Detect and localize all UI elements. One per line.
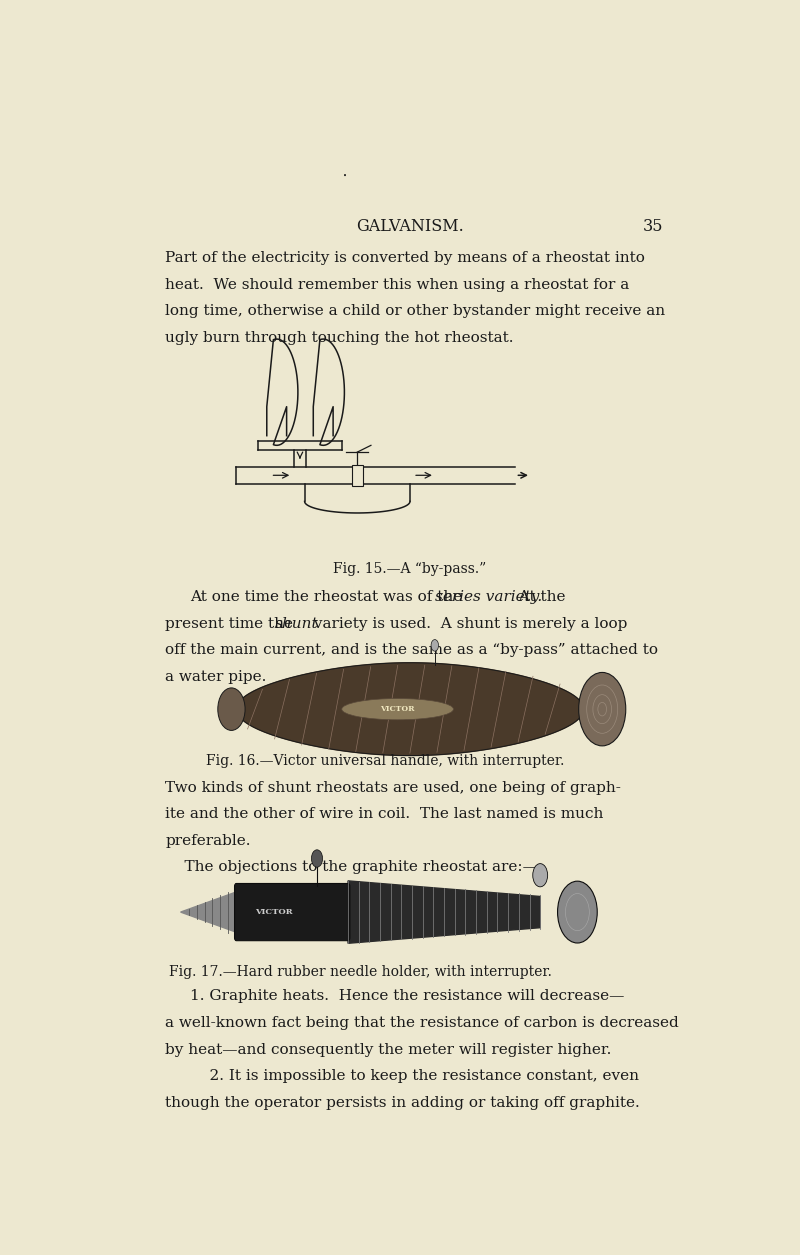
Text: Part of the electricity is converted by means of a rheostat into: Part of the electricity is converted by … (165, 251, 645, 265)
Text: shunt: shunt (275, 617, 318, 631)
Text: Two kinds of shunt rheostats are used, one being of graph-: Two kinds of shunt rheostats are used, o… (165, 781, 621, 794)
Text: •: • (343, 172, 347, 179)
Circle shape (558, 881, 598, 943)
Text: by heat—and consequently the meter will register higher.: by heat—and consequently the meter will … (165, 1043, 611, 1057)
Text: At one time the rheostat was of the: At one time the rheostat was of the (190, 590, 467, 605)
Text: Fig. 17.—Hard rubber needle holder, with interrupter.: Fig. 17.—Hard rubber needle holder, with… (169, 965, 552, 979)
FancyBboxPatch shape (234, 884, 350, 941)
Text: At the: At the (509, 590, 565, 605)
Ellipse shape (342, 699, 454, 720)
Polygon shape (181, 892, 237, 932)
Circle shape (218, 688, 245, 730)
Text: Fig. 16.—Victor universal handle, with interrupter.: Fig. 16.—Victor universal handle, with i… (206, 753, 564, 768)
Text: preferable.: preferable. (165, 833, 250, 848)
Text: variety is used.  A shunt is merely a loop: variety is used. A shunt is merely a loo… (309, 617, 627, 631)
Text: 2. It is impossible to keep the resistance constant, even: 2. It is impossible to keep the resistan… (190, 1069, 639, 1083)
Text: a water pipe.: a water pipe. (165, 670, 266, 684)
Circle shape (578, 673, 626, 745)
Text: heat.  We should remember this when using a rheostat for a: heat. We should remember this when using… (165, 277, 630, 291)
Text: off the main current, and is the same as a “by-pass” attached to: off the main current, and is the same as… (165, 644, 658, 658)
Text: series variety.: series variety. (435, 590, 542, 605)
Text: long time, otherwise a child or other bystander might receive an: long time, otherwise a child or other by… (165, 304, 666, 319)
Text: Fig. 15.—A “by-pass.”: Fig. 15.—A “by-pass.” (334, 562, 486, 576)
Text: VICTOR: VICTOR (254, 909, 293, 916)
Circle shape (533, 863, 548, 887)
Polygon shape (237, 663, 584, 756)
Text: 35: 35 (642, 218, 663, 235)
Circle shape (311, 850, 322, 867)
Text: present time the: present time the (165, 617, 298, 631)
Text: though the operator persists in adding or taking off graphite.: though the operator persists in adding o… (165, 1096, 640, 1109)
Text: a well-known fact being that the resistance of carbon is decreased: a well-known fact being that the resista… (165, 1017, 679, 1030)
Text: ite and the other of wire in coil.  The last named is much: ite and the other of wire in coil. The l… (165, 807, 603, 821)
Bar (352, 464, 363, 486)
Text: VICTOR: VICTOR (380, 705, 415, 713)
Text: 1. Graphite heats.  Hence the resistance will decrease—: 1. Graphite heats. Hence the resistance … (190, 989, 624, 1004)
Circle shape (431, 640, 438, 651)
Text: GALVANISM.: GALVANISM. (356, 218, 464, 235)
Polygon shape (348, 881, 540, 944)
Text: ugly burn through touching the hot rheostat.: ugly burn through touching the hot rheos… (165, 331, 514, 345)
Text: The objections to the graphite rheostat are:—: The objections to the graphite rheostat … (165, 861, 538, 875)
